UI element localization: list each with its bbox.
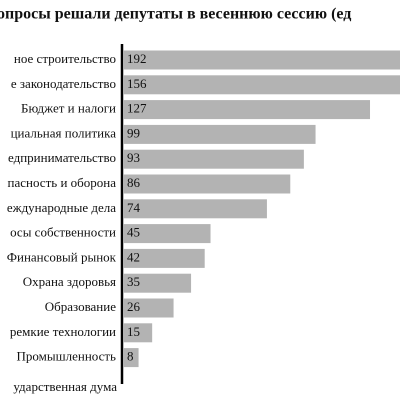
value-label: 127 (127, 101, 147, 116)
bar (123, 348, 139, 368)
category-label: осы собственности (10, 225, 116, 240)
category-label: еждународные дела (7, 200, 116, 215)
value-label: 93 (127, 150, 140, 165)
category-label: пасность и оборона (8, 175, 117, 190)
category-label: ремкие технологии (10, 324, 116, 339)
value-label: 35 (127, 274, 140, 289)
category-label: Образование (45, 299, 116, 314)
value-label: 15 (127, 324, 140, 339)
category-label: е законодательство (11, 76, 116, 91)
value-label: 156 (127, 76, 147, 91)
chart-title: опросы решали депутаты в весеннюю сессию… (0, 6, 351, 23)
bar (123, 174, 291, 194)
bar (123, 199, 267, 219)
value-label: 99 (127, 125, 140, 140)
category-label: Промышленность (17, 349, 117, 364)
value-label: 26 (127, 299, 141, 314)
bar (123, 100, 371, 120)
note: ударственная дума (13, 379, 117, 394)
category-label: Финансовый рынок (7, 249, 117, 264)
category-label: циальная политика (11, 125, 117, 140)
value-label: 8 (127, 349, 134, 364)
bar (123, 50, 400, 70)
bar (123, 149, 304, 169)
value-label: 192 (127, 51, 147, 66)
category-label: Бюджет и налоги (21, 101, 116, 116)
bar (123, 224, 211, 244)
value-label: 74 (127, 200, 141, 215)
bar (123, 273, 192, 293)
bar (123, 248, 205, 268)
bar (123, 75, 400, 95)
category-label: Охрана здоровья (23, 274, 116, 289)
bar (123, 298, 174, 318)
bar (123, 124, 316, 144)
category-label: ное строительство (14, 51, 116, 66)
value-label: 42 (127, 249, 140, 264)
bar (123, 323, 153, 343)
value-label: 45 (127, 225, 140, 240)
category-label: едпринимательство (8, 150, 116, 165)
value-label: 86 (127, 175, 141, 190)
